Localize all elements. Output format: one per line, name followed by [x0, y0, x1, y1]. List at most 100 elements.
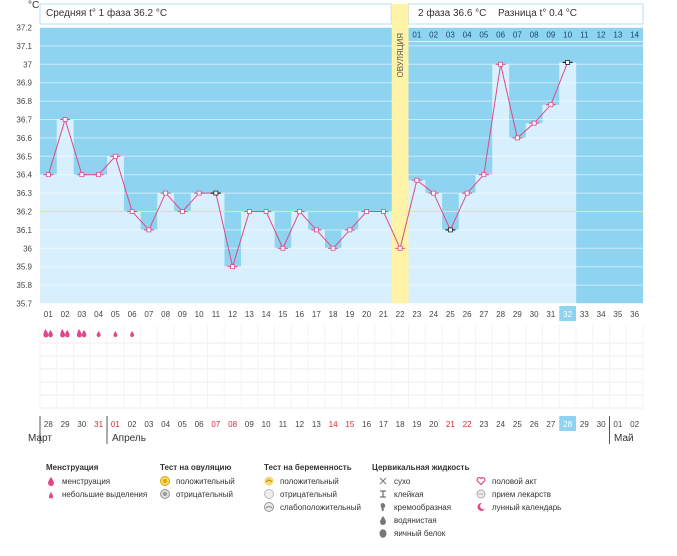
- date-label: 28: [563, 420, 572, 429]
- date-label: 09: [245, 420, 254, 429]
- date-label: 19: [412, 420, 421, 429]
- y-tick-label: 36.3: [16, 189, 32, 198]
- temp-point-day-02: [62, 117, 68, 122]
- date-label: 04: [161, 420, 170, 429]
- y-tick-label: 35.7: [16, 300, 32, 309]
- temp-point-day-19: [347, 227, 353, 233]
- menstruation-light-icon: [113, 331, 118, 337]
- cycle-day-label: 09: [178, 310, 187, 319]
- legend-moon-calendar: лунный календарь: [476, 502, 561, 512]
- legend-medication: прием лекарств: [476, 489, 551, 499]
- temp-point-day-10: [196, 190, 202, 196]
- drop-heavy-icon: [46, 476, 56, 486]
- temp-point-day-20: [364, 209, 370, 214]
- cycle-day-label: 33: [580, 310, 589, 319]
- date-label: 03: [144, 420, 153, 429]
- ovulation-column: [391, 4, 409, 304]
- post-ovulation-day-label: 12: [597, 31, 606, 40]
- cycle-day-label: 16: [295, 310, 304, 319]
- legend-label: яичный белок: [394, 528, 446, 538]
- date-label: 08: [228, 420, 237, 429]
- temp-bar-day-32: [559, 62, 577, 304]
- temp-point-day-05: [112, 153, 118, 159]
- pill-icon: [476, 489, 486, 499]
- cycle-day-label: 02: [61, 310, 70, 319]
- legend-menstruation-heavy: менструация: [46, 476, 110, 486]
- cycle-day-label: 36: [630, 310, 639, 319]
- temp-bar-day-15: [274, 248, 292, 304]
- y-tick-label: 36.9: [16, 79, 32, 88]
- post-ovulation-day-label: 01: [412, 31, 421, 40]
- legend-label: кремообразная: [394, 502, 452, 512]
- legend-cervical-watery: водянистая: [378, 515, 437, 525]
- date-label: 23: [479, 420, 488, 429]
- y-tick-label: 36.2: [16, 208, 32, 217]
- date-label: 17: [379, 420, 388, 429]
- post-ovulation-day-label: 03: [446, 31, 455, 40]
- temperature-difference: Разница t° 0.4 °C: [498, 8, 578, 19]
- cycle-day-label: 04: [94, 310, 103, 319]
- temp-point-day-15: [280, 245, 286, 251]
- legend-menstruation-light: небольшие выделения: [46, 489, 147, 499]
- egg-icon: [378, 528, 388, 538]
- date-label: 14: [329, 420, 338, 429]
- date-label: 13: [312, 420, 321, 429]
- menstruation-heavy-icon: [43, 329, 49, 338]
- cycle-day-label: 08: [161, 310, 170, 319]
- date-label: 30: [597, 420, 606, 429]
- water-drop-icon: [378, 515, 388, 525]
- legend-label: слабоположительный: [280, 502, 361, 512]
- date-label: 01: [613, 420, 622, 429]
- temp-point-day-22: [397, 245, 403, 251]
- legend-cervical-sticky: клейкая: [378, 489, 424, 499]
- legend-intercourse: половой акт: [476, 476, 537, 486]
- y-tick-label: 36.1: [16, 226, 32, 235]
- legend-cervical-eggwhite: яичный белок: [378, 528, 445, 538]
- date-label: 28: [44, 420, 53, 429]
- temp-bar-day-06: [123, 211, 141, 304]
- post-ovulation-day-label: 10: [563, 31, 572, 40]
- y-tick-label: 37: [23, 60, 32, 69]
- temp-bar-day-27: [475, 174, 493, 304]
- month-label-may: Май: [614, 433, 634, 444]
- cycle-day-label: 24: [429, 310, 438, 319]
- date-label: 30: [77, 420, 86, 429]
- menstruation-heavy-icon: [60, 329, 66, 338]
- pregnancy-weak-icon: [264, 502, 274, 512]
- temp-point-day-01: [45, 172, 51, 178]
- cycle-day-label: 11: [212, 310, 221, 319]
- date-label: 10: [262, 420, 271, 429]
- cross-icon: [378, 476, 388, 486]
- y-tick-label: 37.1: [16, 42, 32, 51]
- cycle-day-label: 14: [262, 310, 271, 319]
- temp-bar-day-29: [509, 137, 526, 304]
- ovulation-positive-icon: [160, 476, 170, 486]
- legend-cervical-dry: сухо: [378, 476, 410, 486]
- temp-bar-day-13: [241, 211, 258, 304]
- temp-point-day-18: [330, 245, 336, 251]
- cycle-day-label: 05: [111, 310, 120, 319]
- cycle-day-label: 34: [597, 310, 606, 319]
- temp-bar-day-21: [375, 211, 392, 304]
- legend-label: отрицательный: [176, 489, 233, 499]
- temp-point-day-21: [380, 209, 386, 214]
- cycle-day-label: 03: [77, 310, 86, 319]
- temp-point-day-11: [213, 190, 219, 196]
- legend-cervical-creamy: кремообразная: [378, 502, 451, 512]
- post-ovulation-day-label: 11: [580, 31, 589, 40]
- y-tick-label: 37.2: [16, 24, 32, 33]
- ovulation-label: ОВУЛЯЦИЯ: [396, 33, 405, 78]
- cycle-day-label: 32: [563, 310, 572, 319]
- date-label: 01: [111, 420, 120, 429]
- legend-label: водянистая: [394, 515, 437, 525]
- cycle-day-label: 12: [228, 310, 237, 319]
- legend-label: сухо: [394, 476, 411, 486]
- temp-point-day-25: [447, 227, 453, 233]
- post-ovulation-day-label: 09: [546, 31, 555, 40]
- temp-point-day-27: [481, 172, 487, 178]
- moon-icon: [476, 502, 486, 512]
- heart-icon: [476, 476, 486, 486]
- legend-pregnancy-negative: отрицательный: [264, 489, 337, 499]
- legend-label: прием лекарств: [492, 489, 552, 499]
